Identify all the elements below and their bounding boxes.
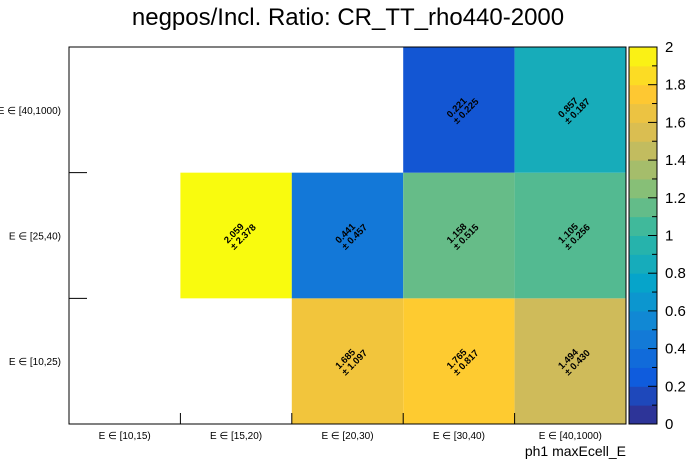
y-tick-label: E ∈ [25,40): [9, 232, 61, 243]
palette-tick-label: 0.4: [665, 341, 686, 358]
heatmap-cell: [403, 172, 515, 299]
plot-frame: [68, 46, 627, 425]
palette-band: [629, 329, 657, 350]
palette-band: [629, 386, 657, 406]
heatmap-cell: [180, 172, 292, 299]
x-tick-label: E ∈ [20,30): [321, 431, 373, 442]
palette-band: [629, 235, 657, 255]
palette-tick-label: 1.6: [665, 114, 686, 131]
palette-band: [629, 254, 657, 274]
palette-band: [629, 405, 657, 425]
palette-tick-label: 1.8: [665, 77, 686, 94]
heatmap-cells: [180, 47, 626, 424]
palette-band: [629, 122, 657, 142]
heatmap-cell: [514, 172, 626, 299]
axes: E ∈ [10,15) E ∈ [15,20) E ∈ [20,30) E ∈ [30…: [0, 46, 627, 442]
palette-band: [629, 65, 657, 86]
heatmap-cell: [291, 172, 404, 299]
palette-tick-label: 2: [665, 39, 673, 56]
palette-band: [629, 273, 657, 293]
palette-band: [629, 367, 657, 387]
palette-band: [629, 160, 657, 180]
palette-band: [629, 103, 657, 123]
palette-tick-label: 1.2: [665, 190, 686, 207]
heatmap-cell: [514, 298, 626, 424]
palette-band: [629, 310, 657, 331]
palette-tick-label: 0.6: [665, 303, 686, 320]
palette-band: [629, 292, 657, 312]
x-tick-label: E ∈ [15,20): [210, 431, 262, 442]
heatmap-cell: [514, 47, 626, 173]
palette-tick-label: 1.4: [665, 152, 686, 169]
chart-title: negpos/Incl. Ratio: CR_TT_rho440-2000: [132, 4, 564, 31]
palette-tick-label: 0.2: [665, 378, 686, 395]
palette-band: [629, 216, 657, 236]
palette-tick-label: 0.8: [665, 265, 686, 282]
y-tick-label: E ∈ [10,25): [9, 357, 61, 368]
palette-band: [629, 47, 657, 67]
y-tick-label: E ∈ [40,1000): [0, 106, 61, 117]
heatmap-cell: [291, 298, 404, 424]
palette-band: [629, 178, 657, 199]
x-tick-label: E ∈ [30,40): [433, 431, 485, 442]
palette-band: [629, 141, 657, 161]
palette-band: [629, 84, 657, 105]
palette-band: [629, 348, 657, 368]
palette-band: [629, 197, 657, 218]
color-palette: 0 0.2 0.4 0.6 0.8 1 1.2 1.4 1.6 1.8 2: [628, 39, 686, 433]
heatmap-cell: [403, 47, 515, 173]
x-axis-title: ph1 maxEcell_E: [525, 443, 626, 459]
x-tick-label: E ∈ [10,15): [99, 431, 151, 442]
palette-tick-label: 0: [665, 416, 673, 433]
x-tick-label: E ∈ [40,1000): [539, 431, 602, 442]
palette-tick-label: 1: [665, 228, 673, 245]
heatmap-cell: [403, 298, 515, 424]
